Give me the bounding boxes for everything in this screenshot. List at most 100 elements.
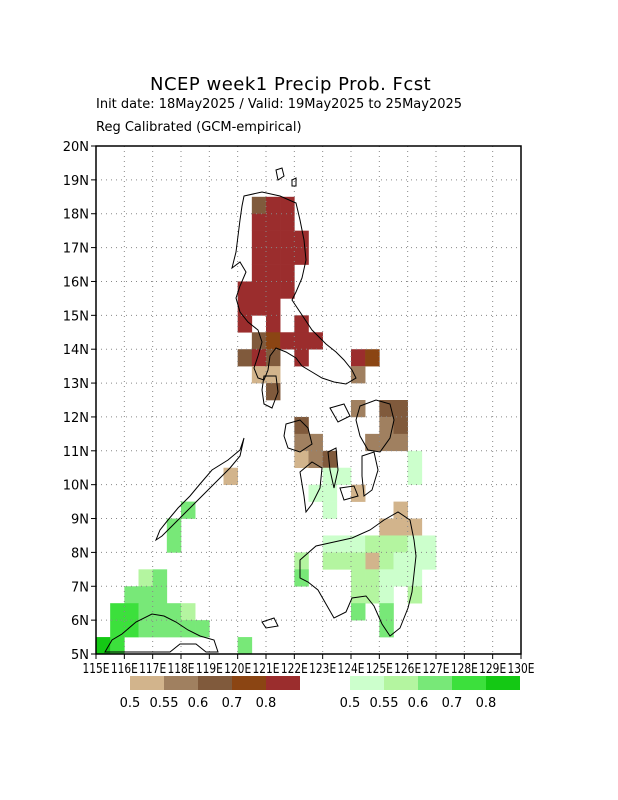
below-prob-cell xyxy=(251,213,267,231)
above-prob-cell xyxy=(379,535,394,553)
above-prob-cell xyxy=(181,603,196,621)
below-prob-cell xyxy=(294,349,309,367)
above-prob-cell xyxy=(407,586,423,604)
coastline-basilan xyxy=(261,617,279,629)
above-prob-cell xyxy=(407,552,423,570)
above-prob-cell xyxy=(322,552,338,570)
coastline-mindanao xyxy=(299,511,417,637)
above-prob-cell xyxy=(237,637,253,655)
lat-tick-label: 9N xyxy=(71,513,89,528)
lat-tick-label: 15N xyxy=(63,309,89,324)
lat-tick-label: 11N xyxy=(63,445,89,460)
lon-tick-label: 115E xyxy=(83,662,110,677)
above-prob-cell xyxy=(322,484,338,502)
below-prob-cell xyxy=(266,213,281,231)
below-prob-cell xyxy=(223,467,238,485)
below-prob-cell xyxy=(251,332,267,350)
above-prob-cell xyxy=(421,552,437,570)
below-prob-cell xyxy=(266,298,281,316)
legend-below-label: 0.6 xyxy=(188,696,209,711)
above-prob-cell xyxy=(379,552,394,570)
lon-tick-label: 116E xyxy=(111,662,138,677)
lat-tick-label: 8N xyxy=(71,546,89,561)
above-prob-cell xyxy=(138,603,153,621)
above-prob-cell xyxy=(124,620,139,638)
lat-tick-label: 7N xyxy=(71,580,89,595)
legend-below-label: 0.55 xyxy=(150,696,179,711)
below-prob-cell xyxy=(280,230,295,248)
lat-tick-label: 10N xyxy=(63,479,89,494)
below-prob-cell xyxy=(251,264,267,282)
below-prob-cell xyxy=(322,450,338,469)
below-prob-cell xyxy=(351,349,366,367)
above-prob-cell xyxy=(152,569,168,587)
coastline-negros xyxy=(299,461,323,514)
lon-tick-label: 126E xyxy=(394,662,421,677)
lat-tick-label: 5N xyxy=(71,648,89,663)
legend-below-swatch xyxy=(266,676,300,690)
above-prob-cell xyxy=(166,535,182,553)
below-prob-cell xyxy=(266,247,281,265)
legend-above-swatch xyxy=(452,676,486,690)
above-prob-cell xyxy=(322,501,338,519)
above-prob-cell xyxy=(379,603,394,621)
lon-tick-label: 120E xyxy=(224,662,251,677)
above-prob-cell xyxy=(138,586,153,604)
legend-above-swatch xyxy=(418,676,452,690)
above-prob-cell xyxy=(351,552,366,570)
above-prob-cell xyxy=(294,552,309,570)
lon-tick-label: 129E xyxy=(479,662,506,677)
legend-above-swatch xyxy=(384,676,418,690)
lon-tick-label: 121E xyxy=(253,662,280,677)
below-prob-cell xyxy=(266,230,281,248)
legend-below-swatch xyxy=(130,676,164,690)
above-prob-cell xyxy=(166,518,182,536)
below-prob-cell xyxy=(294,247,309,265)
legend-above-label: 0.55 xyxy=(370,696,399,711)
above-prob-cell xyxy=(138,569,153,587)
legend-below-label: 0.7 xyxy=(222,696,243,711)
below-prob-cell xyxy=(280,332,295,350)
below-prob-cell xyxy=(294,315,309,333)
above-prob-cell xyxy=(351,535,366,553)
coastline-masbate xyxy=(329,403,351,423)
above-prob-cell xyxy=(294,569,309,587)
grid-lines xyxy=(96,146,521,654)
coastline-samar xyxy=(355,399,395,453)
below-prob-cell xyxy=(266,315,281,333)
below-prob-cell xyxy=(365,552,380,570)
below-prob-cell xyxy=(393,433,408,452)
below-prob-cell xyxy=(393,501,408,519)
map-title: NCEP week1 Precip Prob. Fcst xyxy=(150,74,432,95)
legend-above-label: 0.7 xyxy=(442,696,463,711)
above-prob-cell xyxy=(393,535,408,553)
legend-below-swatch xyxy=(198,676,232,690)
below-prob-cell xyxy=(266,281,281,299)
below-prob-cell xyxy=(251,281,267,299)
map-frame xyxy=(95,145,522,655)
above-prob-cell xyxy=(393,552,408,570)
above-prob-cell xyxy=(166,603,182,621)
coastline-cebu xyxy=(327,447,339,489)
legend-above-label: 0.5 xyxy=(340,696,361,711)
legend-below-label: 0.5 xyxy=(120,696,141,711)
above-prob-cell xyxy=(110,603,125,621)
below-prob-cell xyxy=(251,298,267,316)
above-prob-cell xyxy=(365,586,380,604)
legend-above-label: 0.8 xyxy=(476,696,497,711)
below-prob-cell xyxy=(237,281,253,299)
below-prob-cell xyxy=(251,230,267,248)
above-prob-cell xyxy=(152,586,168,604)
coastline-panay xyxy=(283,419,313,453)
above-prob-cell xyxy=(336,552,352,570)
below-prob-cell xyxy=(407,518,423,536)
init-valid-subtitle: Init date: 18May2025 / Valid: 19May2025 … xyxy=(96,97,463,112)
lat-tick-label: 18N xyxy=(63,208,89,223)
legend-below-normal: 0.5 0.55 0.6 0.7 0.8 xyxy=(120,676,300,711)
above-prob-cell xyxy=(96,637,111,655)
above-prob-cell xyxy=(152,620,168,638)
above-prob-cell xyxy=(365,569,380,587)
above-prob-cell xyxy=(166,620,182,638)
latitude-labels: 5N 6N 7N 8N 9N 10N 11N 12N 13N 14N 15N 16N 17N 18N 19N… xyxy=(63,140,96,663)
above-prob-cell xyxy=(110,620,125,638)
